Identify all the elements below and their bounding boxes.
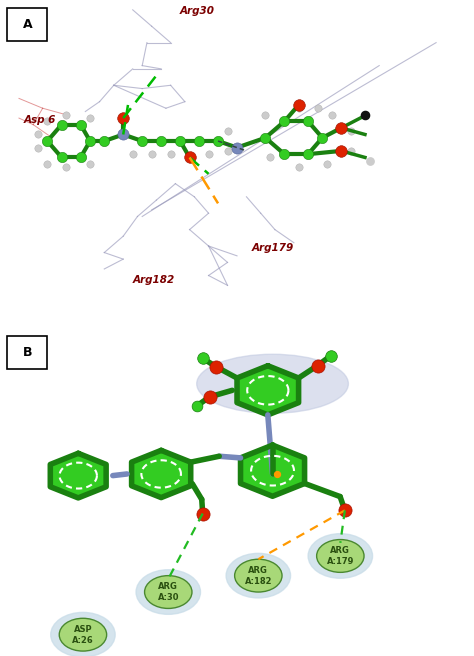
Point xyxy=(347,146,355,156)
Point xyxy=(224,126,231,136)
Circle shape xyxy=(308,534,373,579)
Text: Arg30: Arg30 xyxy=(180,7,215,16)
Point xyxy=(86,159,94,169)
Point xyxy=(119,113,127,123)
Point xyxy=(119,129,127,140)
Point xyxy=(328,110,336,120)
Point xyxy=(262,133,269,143)
Point xyxy=(34,142,42,153)
Point xyxy=(366,155,374,166)
Text: Arg179: Arg179 xyxy=(251,243,293,253)
Point xyxy=(341,505,349,516)
Point xyxy=(319,133,326,143)
Point xyxy=(233,142,241,153)
Circle shape xyxy=(226,554,291,598)
Point xyxy=(214,136,222,146)
Point xyxy=(167,149,174,159)
Point xyxy=(337,123,345,133)
Point xyxy=(224,146,231,156)
Point xyxy=(86,113,94,123)
Point xyxy=(304,116,312,127)
Point xyxy=(199,353,207,363)
Point xyxy=(212,361,219,372)
Point xyxy=(206,392,213,402)
Point xyxy=(295,162,302,173)
Polygon shape xyxy=(237,365,299,415)
Point xyxy=(157,136,165,146)
Point xyxy=(314,360,321,371)
Point xyxy=(77,152,84,163)
Point xyxy=(58,152,65,163)
Point xyxy=(295,100,302,110)
Text: ARG
A:182: ARG A:182 xyxy=(245,565,272,586)
Text: Asp 6: Asp 6 xyxy=(24,115,56,125)
Point xyxy=(262,110,269,120)
Polygon shape xyxy=(240,445,305,496)
Text: Arg182: Arg182 xyxy=(133,276,175,285)
Point xyxy=(34,129,42,140)
Point xyxy=(63,110,70,120)
Point xyxy=(100,136,108,146)
Point xyxy=(186,152,193,163)
FancyBboxPatch shape xyxy=(7,336,47,369)
Polygon shape xyxy=(50,453,106,498)
Ellipse shape xyxy=(197,354,348,413)
Circle shape xyxy=(59,618,107,651)
Point xyxy=(266,152,274,163)
Point xyxy=(295,103,302,113)
Circle shape xyxy=(235,559,282,592)
Circle shape xyxy=(51,613,115,656)
Point xyxy=(314,103,321,113)
Text: ASP
A:26: ASP A:26 xyxy=(72,625,94,645)
Text: ARG
A:30: ARG A:30 xyxy=(157,582,179,602)
Point xyxy=(199,508,207,519)
Point xyxy=(323,159,331,169)
Point xyxy=(44,159,51,169)
Text: A: A xyxy=(23,18,32,31)
FancyBboxPatch shape xyxy=(7,9,47,41)
Point xyxy=(44,116,51,127)
Point xyxy=(273,468,281,479)
Text: ARG
A:179: ARG A:179 xyxy=(327,546,354,566)
Point xyxy=(327,350,335,361)
Point xyxy=(86,136,94,146)
Point xyxy=(193,401,201,411)
Point xyxy=(129,149,137,159)
Circle shape xyxy=(317,539,364,572)
Point xyxy=(77,119,84,130)
Text: B: B xyxy=(23,346,32,359)
Point xyxy=(58,119,65,130)
Point xyxy=(44,136,51,146)
Point xyxy=(361,110,369,120)
Point xyxy=(281,149,288,159)
Point xyxy=(205,149,212,159)
Point xyxy=(148,149,155,159)
Point xyxy=(281,116,288,127)
Circle shape xyxy=(136,569,201,614)
Point xyxy=(304,149,312,159)
Point xyxy=(195,136,203,146)
Point xyxy=(63,162,70,173)
Point xyxy=(176,136,184,146)
Point xyxy=(347,126,355,136)
Circle shape xyxy=(145,576,192,609)
Point xyxy=(138,136,146,146)
Polygon shape xyxy=(132,450,191,497)
Point xyxy=(337,146,345,156)
